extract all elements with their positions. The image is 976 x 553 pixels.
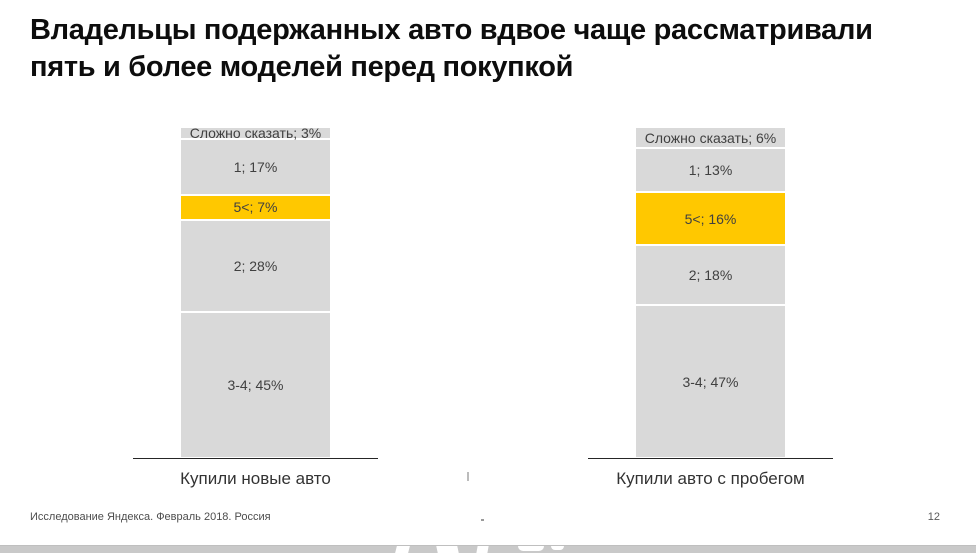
bar-segment-3: 5<; 16% [636, 193, 785, 245]
strip-notch [551, 546, 564, 550]
chart-new-cars: Сложно сказать; 3% 1; 17% 5<; 7% 2; 28% 3-4;… [133, 124, 378, 500]
bar-segment-1: Сложно сказать; 6% [636, 128, 785, 148]
bar-segment-4: 2; 28% [181, 220, 330, 311]
bar-segment-2: 1; 13% [636, 149, 785, 191]
artifact-dot [481, 519, 484, 521]
x-axis-line [588, 458, 833, 459]
stacked-bar-used-cars: Сложно сказать; 6% 1; 13% 5<; 16% 2; 18% 3-4… [636, 128, 785, 458]
segment-data-label: 5<; 16% [684, 210, 737, 227]
page-number: 12 [927, 511, 940, 523]
cutoff-letters-strip [0, 545, 976, 553]
segment-data-label: 2; 28% [233, 257, 278, 274]
slide-title-line-1: Владельцы подержанных авто вдвое чаще ра… [30, 14, 873, 46]
source-note: Исследование Яндекса. Февраль 2018. Росс… [30, 511, 271, 523]
slide-title: Владельцы подержанных авто вдвое чаще ра… [30, 12, 940, 86]
slide-title-line-2: пять и более моделей перед покупкой [30, 51, 574, 83]
segment-data-label: 3-4; 45% [227, 376, 284, 393]
artifact-tick [467, 472, 469, 481]
strip-notch [518, 546, 544, 551]
bar-segment-4: 2; 18% [636, 246, 785, 305]
bar-segment-3: 5<; 7% [181, 196, 330, 219]
category-label-new-cars: Купили новые авто [180, 469, 331, 488]
segment-data-label: Сложно сказать; 6% [644, 129, 777, 146]
bar-segment-5: 3-4; 47% [636, 306, 785, 458]
stacked-bar-new-cars: Сложно сказать; 3% 1; 17% 5<; 7% 2; 28% 3-4;… [181, 124, 330, 457]
bar-segment-2: 1; 17% [181, 139, 330, 195]
chart-used-cars: Сложно сказать; 6% 1; 13% 5<; 16% 2; 18% 3-4… [588, 128, 833, 500]
bar-segment-5: 3-4; 45% [181, 312, 330, 457]
segment-data-label: 2; 18% [688, 267, 733, 284]
bar-segment-1: Сложно сказать; 3% [181, 124, 330, 141]
x-axis-line [133, 458, 378, 459]
category-label-used-cars: Купили авто с пробегом [616, 469, 805, 488]
segment-data-label: Сложно сказать; 3% [189, 124, 322, 141]
segment-data-label: 1; 13% [688, 162, 733, 179]
segment-data-label: 1; 17% [233, 158, 278, 175]
segment-data-label: 3-4; 47% [682, 373, 739, 390]
segment-data-label: 5<; 7% [233, 199, 278, 216]
